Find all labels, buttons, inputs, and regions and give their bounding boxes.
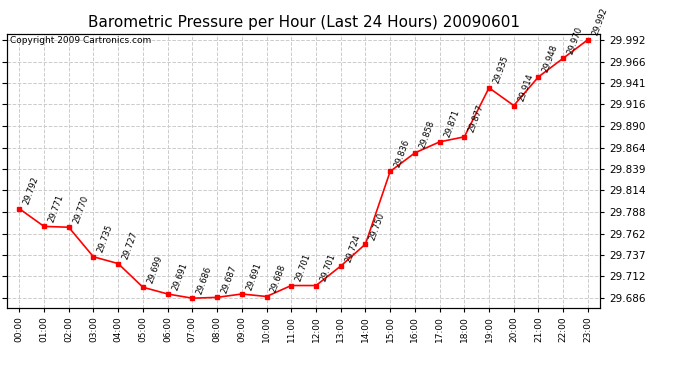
- Text: 29.792: 29.792: [22, 176, 41, 206]
- Text: 29.687: 29.687: [220, 264, 238, 295]
- Text: 29.699: 29.699: [146, 254, 164, 285]
- Text: Copyright 2009 Cartronics.com: Copyright 2009 Cartronics.com: [10, 36, 151, 45]
- Text: 29.724: 29.724: [344, 233, 362, 263]
- Text: 29.914: 29.914: [517, 73, 535, 103]
- Text: 29.691: 29.691: [170, 261, 189, 291]
- Text: 29.877: 29.877: [467, 104, 486, 134]
- Text: 29.686: 29.686: [195, 265, 214, 296]
- Text: 29.935: 29.935: [492, 55, 510, 85]
- Text: 29.701: 29.701: [319, 252, 337, 283]
- Text: 29.970: 29.970: [566, 25, 584, 56]
- Text: 29.688: 29.688: [269, 263, 288, 294]
- Text: 29.701: 29.701: [294, 252, 313, 283]
- Text: 29.735: 29.735: [96, 224, 115, 254]
- Text: 29.727: 29.727: [121, 230, 139, 261]
- Text: 29.948: 29.948: [541, 44, 560, 74]
- Text: 29.771: 29.771: [47, 193, 65, 224]
- Text: Barometric Pressure per Hour (Last 24 Hours) 20090601: Barometric Pressure per Hour (Last 24 Ho…: [88, 15, 520, 30]
- Text: 29.691: 29.691: [244, 261, 263, 291]
- Text: 29.750: 29.750: [368, 211, 386, 242]
- Text: 29.836: 29.836: [393, 138, 411, 169]
- Text: 29.858: 29.858: [417, 120, 436, 150]
- Text: 29.770: 29.770: [72, 194, 90, 225]
- Text: 29.992: 29.992: [591, 7, 609, 37]
- Text: 29.871: 29.871: [442, 109, 461, 139]
